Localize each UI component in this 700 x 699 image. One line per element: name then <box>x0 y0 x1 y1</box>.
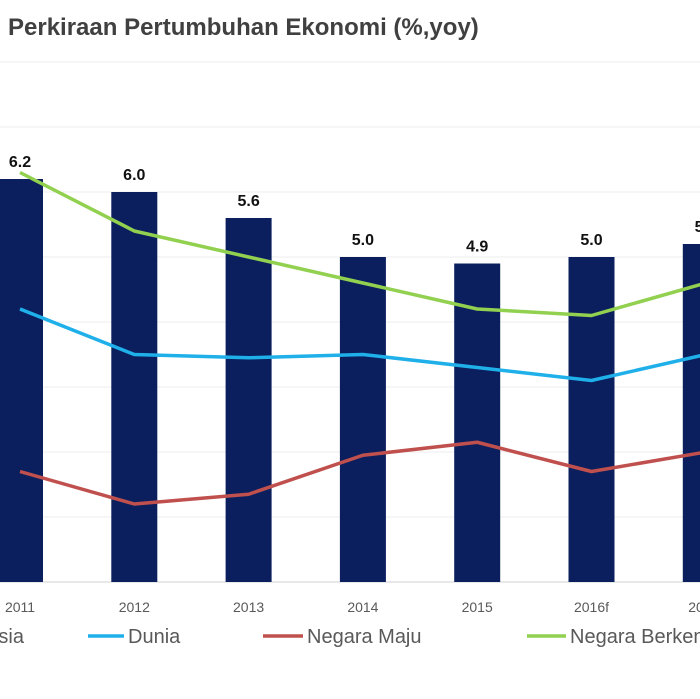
data-label: 6.2 <box>9 154 31 171</box>
x-tick-label: 2017f <box>688 599 700 615</box>
data-label: 5.6 <box>237 193 259 210</box>
x-tick-label: 2013 <box>233 599 264 615</box>
x-tick-label: 2012 <box>119 599 150 615</box>
legend-label: Negara Berkembang <box>570 626 700 648</box>
x-tick-label: 2011 <box>5 599 35 615</box>
line-dunia <box>19 307 700 383</box>
data-label: 5.0 <box>352 232 374 249</box>
x-tick-label: 2016f <box>574 599 609 615</box>
data-label: 4.9 <box>466 239 488 256</box>
x-tick-label: 2014 <box>347 599 378 615</box>
data-label: 5.2 <box>695 219 700 236</box>
bar-2011 <box>0 179 43 582</box>
bar-2015 <box>454 263 501 582</box>
chart-title: Perkiraan Pertumbuhan Ekonomi (%,yoy) <box>8 14 479 41</box>
legend-label: Indonesia <box>0 626 25 648</box>
bar-2014 <box>339 257 386 582</box>
bar-2012 <box>111 192 158 582</box>
line-negara-maju <box>19 440 700 506</box>
line-negara-berkembang <box>19 170 700 318</box>
bar-2016f <box>568 257 615 582</box>
data-label: 6.0 <box>123 167 145 184</box>
legend-label: Negara Maju <box>307 626 422 648</box>
bar-2017f <box>682 244 700 582</box>
data-label: 5.0 <box>580 232 602 249</box>
legend-label: Dunia <box>128 626 181 648</box>
x-tick-label: 2015 <box>462 599 493 615</box>
bar-2013 <box>225 218 272 582</box>
